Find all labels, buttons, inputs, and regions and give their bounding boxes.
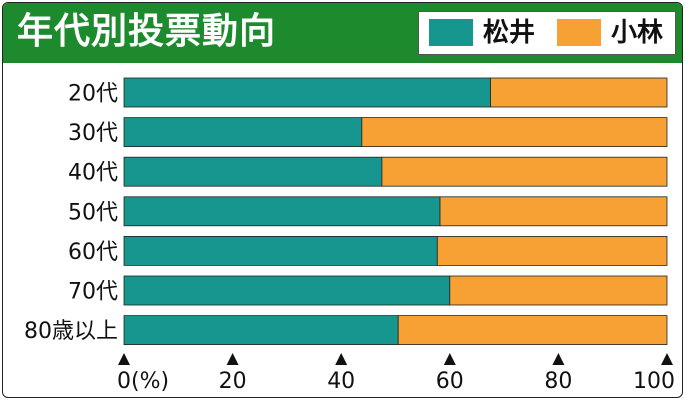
tick-label-0: 0(%) — [117, 369, 169, 394]
tick-label-1: 20 — [219, 369, 247, 394]
bar-matsui-5 — [123, 275, 451, 306]
bar-kobayashi-4 — [436, 235, 668, 266]
category-label-5: 70代 — [68, 280, 118, 305]
legend-swatch-kobayashi — [557, 19, 601, 46]
bar-kobayashi-6 — [397, 315, 668, 346]
legend-label-matsui: 松井 — [483, 18, 536, 48]
bar-matsui-2 — [123, 156, 383, 187]
tick-label-4: 80 — [544, 369, 572, 394]
legend: 松井 小林 — [418, 11, 676, 55]
category-label-6: 80歳以上 — [24, 319, 118, 344]
bar-matsui-3 — [123, 196, 441, 227]
category-label-2: 40代 — [68, 161, 118, 186]
bar-kobayashi-3 — [439, 196, 668, 227]
tick-marker-0 — [118, 353, 130, 365]
legend-label-kobayashi: 小林 — [611, 18, 664, 48]
bar-kobayashi-0 — [490, 77, 668, 108]
tick-label-2: 40 — [327, 369, 355, 394]
tick-marker-4 — [552, 353, 565, 365]
tick-marker-3 — [443, 353, 456, 365]
bar-matsui-4 — [123, 235, 438, 266]
bar-kobayashi-2 — [381, 156, 668, 187]
tick-label-3: 60 — [436, 369, 464, 394]
chart-header: 年代別投票動向 松井 小林 — [3, 3, 682, 63]
category-label-1: 30代 — [68, 121, 118, 146]
bar-matsui-0 — [123, 77, 491, 108]
category-label-4: 60代 — [68, 240, 118, 265]
tick-marker-2 — [335, 353, 348, 365]
chart-title: 年代別投票動向 — [17, 11, 277, 52]
tick-marker-5 — [661, 353, 673, 365]
category-label-0: 20代 — [68, 82, 118, 107]
legend-swatch-matsui — [429, 19, 473, 46]
tick-marker-1 — [226, 353, 239, 365]
category-label-3: 50代 — [68, 200, 118, 225]
bar-matsui-1 — [123, 117, 363, 147]
tick-label-5: 100 — [633, 369, 675, 394]
bar-matsui-6 — [123, 315, 399, 346]
bar-kobayashi-1 — [361, 117, 668, 147]
bar-kobayashi-5 — [449, 275, 668, 306]
